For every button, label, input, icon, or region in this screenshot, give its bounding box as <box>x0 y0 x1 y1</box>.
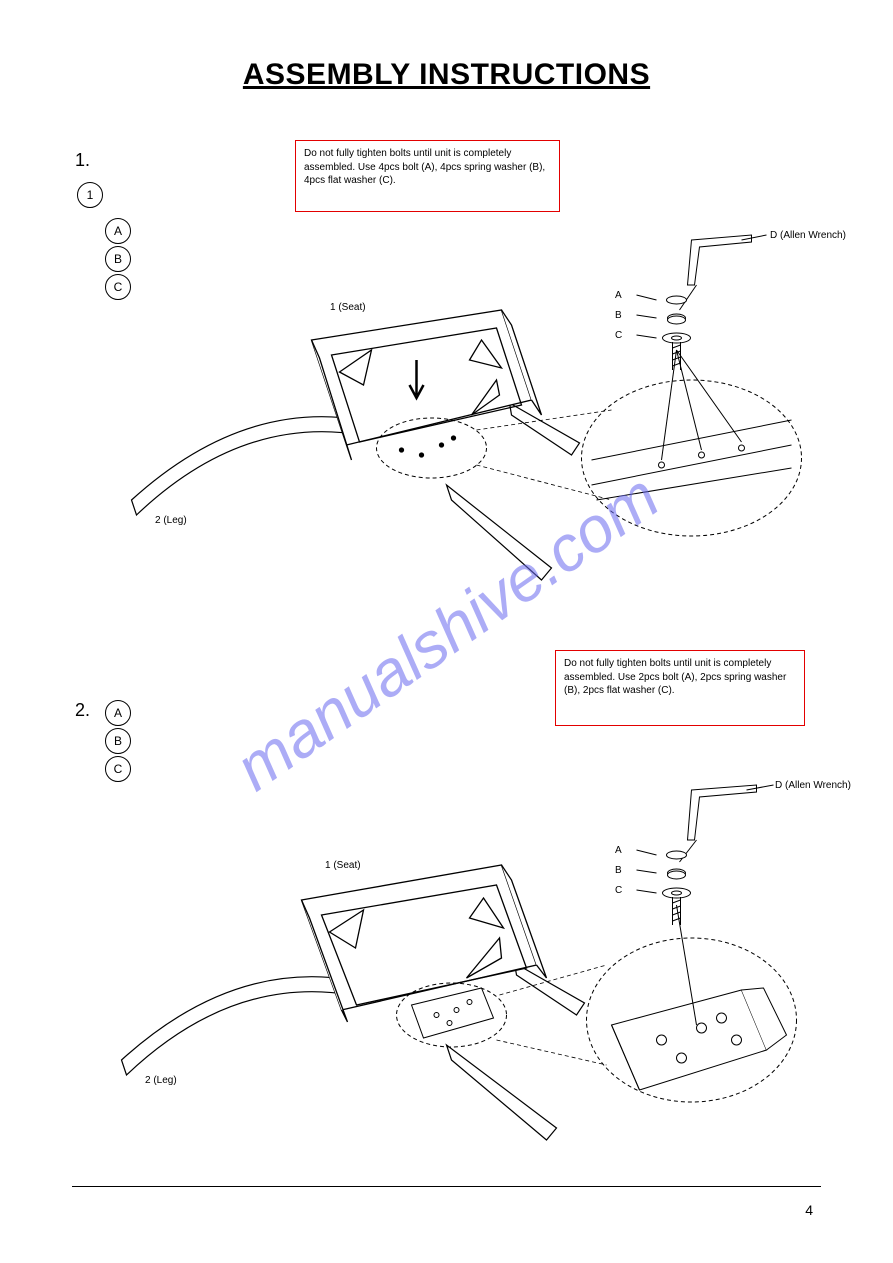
step-2-container: 2. A B C Do not fully tighten bolts unti… <box>0 640 893 1160</box>
part-circle-main: 1 <box>77 182 103 208</box>
step-2-diagram: 1 (Seat) 2 (Leg) D (Allen Wrench) A B C <box>100 740 833 1160</box>
step-1-diagram: 1 (Seat) 2 (Leg) D (Allen Wrench) A B C <box>100 220 833 620</box>
label-leg: 2 (Leg) <box>155 515 187 526</box>
step-2-number: 2. <box>75 700 90 721</box>
step-1-container: 1. 1 A B C Do not fully tighten bolts un… <box>0 140 893 630</box>
label-seat-2: 1 (Seat) <box>325 860 361 871</box>
label-washer-b: B <box>615 310 622 321</box>
label-wrench: D (Allen Wrench) <box>770 230 846 241</box>
step-2-note: Do not fully tighten bolts until unit is… <box>555 650 805 726</box>
label-bolt-a-2: A <box>615 845 622 856</box>
footer-divider <box>72 1186 821 1187</box>
label-washer-b-2: B <box>615 865 622 876</box>
page-number: 4 <box>805 1202 813 1218</box>
label-leg-2: 2 (Leg) <box>145 1075 177 1086</box>
step-1-number: 1. <box>75 150 90 171</box>
label-washer-c: C <box>615 330 622 341</box>
label-seat: 1 (Seat) <box>330 302 366 313</box>
part-circle-a2: A <box>105 700 131 726</box>
label-wrench-2: D (Allen Wrench) <box>775 780 851 791</box>
step-1-note: Do not fully tighten bolts until unit is… <box>295 140 560 212</box>
label-bolt-a: A <box>615 290 622 301</box>
label-washer-c-2: C <box>615 885 622 896</box>
page-title: ASSEMBLY INSTRUCTIONS <box>0 58 893 92</box>
